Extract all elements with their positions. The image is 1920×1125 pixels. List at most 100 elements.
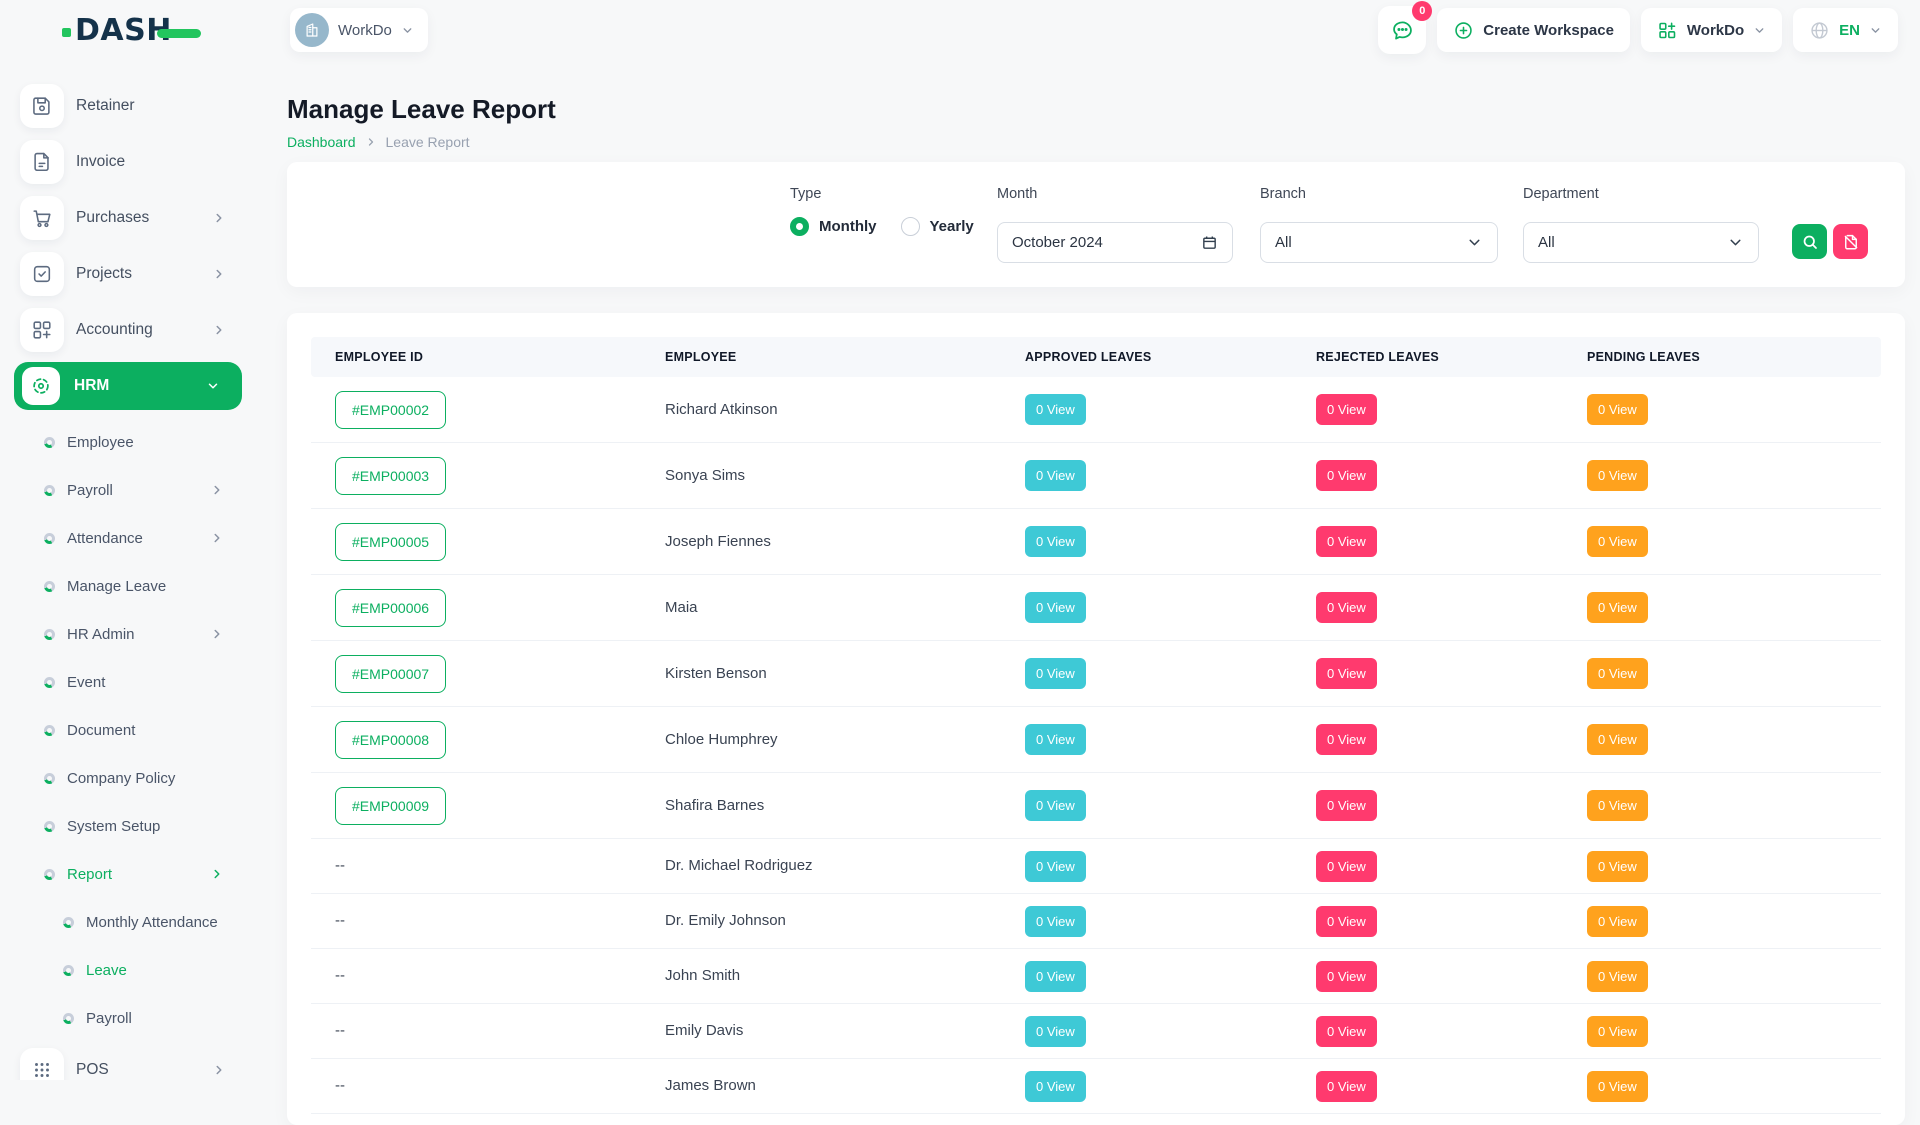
pending-leaves-view-button[interactable]: 0 View bbox=[1587, 906, 1648, 937]
sidebar-item-report[interactable]: Report bbox=[0, 850, 260, 898]
rejected-leaves-view-button[interactable]: 0 View bbox=[1316, 724, 1377, 755]
pending-leaves-view-button[interactable]: 0 View bbox=[1587, 460, 1648, 491]
sidebar-item-manage-leave[interactable]: Manage Leave bbox=[0, 562, 260, 610]
employee-id-button[interactable]: #EMP00007 bbox=[335, 655, 446, 693]
employee-name: John Smith bbox=[665, 967, 740, 984]
rejected-leaves-view-button[interactable]: 0 View bbox=[1316, 460, 1377, 491]
rejected-leaves-view-button[interactable]: 0 View bbox=[1316, 526, 1377, 557]
column-header-pending-leaves: PENDING LEAVES bbox=[1587, 350, 1881, 364]
employee-id-button[interactable]: #EMP00003 bbox=[335, 457, 446, 495]
employee-name: Joseph Fiennes bbox=[665, 533, 771, 550]
sidebar-item-purchases[interactable]: Purchases bbox=[0, 190, 260, 246]
cart-icon bbox=[20, 196, 64, 240]
month-input[interactable]: October 2024 bbox=[997, 222, 1233, 263]
pending-leaves-view-button[interactable]: 0 View bbox=[1587, 1071, 1648, 1102]
sidebar-item-invoice[interactable]: Invoice bbox=[0, 134, 260, 190]
approved-leaves-view-button[interactable]: 0 View bbox=[1025, 961, 1086, 992]
sidebar-item-system-setup[interactable]: System Setup bbox=[0, 802, 260, 850]
sidebar-item-label: Payroll bbox=[67, 482, 113, 499]
pos-icon bbox=[20, 1048, 64, 1080]
sidebar-item-pos[interactable]: POS bbox=[0, 1042, 260, 1080]
workspace-switcher[interactable]: WorkDo bbox=[290, 8, 428, 52]
pending-leaves-view-button[interactable]: 0 View bbox=[1587, 1016, 1648, 1047]
bullet-icon bbox=[44, 485, 55, 496]
rejected-leaves-view-button[interactable]: 0 View bbox=[1316, 790, 1377, 821]
employee-id-button[interactable]: #EMP00006 bbox=[335, 589, 446, 627]
employee-name: Sonya Sims bbox=[665, 467, 745, 484]
pending-leaves-view-button[interactable]: 0 View bbox=[1587, 526, 1648, 557]
sidebar-item-label: Employee bbox=[67, 434, 134, 451]
pending-leaves-view-button[interactable]: 0 View bbox=[1587, 658, 1648, 689]
branch-select[interactable]: All bbox=[1260, 222, 1498, 263]
sidebar-item-retainer[interactable]: Retainer bbox=[0, 78, 260, 134]
employee-id-empty: -- bbox=[335, 1022, 345, 1039]
employee-name: Chloe Humphrey bbox=[665, 731, 778, 748]
approved-leaves-view-button[interactable]: 0 View bbox=[1025, 906, 1086, 937]
sidebar-item-accounting[interactable]: Accounting bbox=[0, 302, 260, 358]
pending-leaves-view-button[interactable]: 0 View bbox=[1587, 790, 1648, 821]
approved-leaves-view-button[interactable]: 0 View bbox=[1025, 724, 1086, 755]
sidebar-item-attendance[interactable]: Attendance bbox=[0, 514, 260, 562]
rejected-leaves-view-button[interactable]: 0 View bbox=[1316, 592, 1377, 623]
chevron-down-icon bbox=[401, 24, 414, 37]
apps-grid-icon bbox=[1657, 20, 1678, 41]
sidebar-item-monthly-attendance[interactable]: Monthly Attendance bbox=[0, 898, 260, 946]
pending-leaves-view-button[interactable]: 0 View bbox=[1587, 961, 1648, 992]
employee-id-button[interactable]: #EMP00005 bbox=[335, 523, 446, 561]
type-radio-group: Monthly Yearly bbox=[790, 217, 988, 236]
rejected-leaves-view-button[interactable]: 0 View bbox=[1316, 961, 1377, 992]
pending-leaves-view-button[interactable]: 0 View bbox=[1587, 394, 1648, 425]
pending-leaves-view-button[interactable]: 0 View bbox=[1587, 592, 1648, 623]
rejected-leaves-view-button[interactable]: 0 View bbox=[1316, 851, 1377, 882]
approved-leaves-view-button[interactable]: 0 View bbox=[1025, 1016, 1086, 1047]
sidebar-item-hrm[interactable]: HRM bbox=[14, 362, 242, 410]
approved-leaves-view-button[interactable]: 0 View bbox=[1025, 394, 1086, 425]
sidebar-item-company-policy[interactable]: Company Policy bbox=[0, 754, 260, 802]
chevron-down-icon bbox=[1466, 234, 1483, 251]
radio-monthly[interactable] bbox=[790, 217, 809, 236]
approved-leaves-view-button[interactable]: 0 View bbox=[1025, 790, 1086, 821]
approved-leaves-view-button[interactable]: 0 View bbox=[1025, 1071, 1086, 1102]
sidebar-item-document[interactable]: Document bbox=[0, 706, 260, 754]
messages-button[interactable]: 0 bbox=[1378, 6, 1426, 54]
search-button[interactable] bbox=[1792, 224, 1827, 259]
chevron-down-icon bbox=[1727, 234, 1744, 251]
rejected-leaves-view-button[interactable]: 0 View bbox=[1316, 1016, 1377, 1047]
page-title: Manage Leave Report bbox=[287, 94, 1905, 125]
sidebar-item-payroll[interactable]: Payroll bbox=[0, 466, 260, 514]
sidebar-item-label: Accounting bbox=[76, 321, 153, 339]
create-workspace-button[interactable]: Create Workspace bbox=[1437, 8, 1630, 52]
rejected-leaves-view-button[interactable]: 0 View bbox=[1316, 906, 1377, 937]
chevron-right-icon bbox=[210, 867, 224, 881]
employee-id-button[interactable]: #EMP00009 bbox=[335, 787, 446, 825]
sidebar-item-projects[interactable]: Projects bbox=[0, 246, 260, 302]
department-select[interactable]: All bbox=[1523, 222, 1759, 263]
sidebar-item-leave[interactable]: Leave bbox=[0, 946, 260, 994]
breadcrumb-dashboard-link[interactable]: Dashboard bbox=[287, 134, 356, 150]
radio-yearly[interactable] bbox=[901, 217, 920, 236]
approved-leaves-view-button[interactable]: 0 View bbox=[1025, 460, 1086, 491]
pending-leaves-view-button[interactable]: 0 View bbox=[1587, 851, 1648, 882]
chat-icon bbox=[1390, 18, 1415, 43]
rejected-leaves-view-button[interactable]: 0 View bbox=[1316, 1071, 1377, 1102]
reset-button[interactable] bbox=[1833, 224, 1868, 259]
employee-name: Shafira Barnes bbox=[665, 797, 764, 814]
rejected-leaves-view-button[interactable]: 0 View bbox=[1316, 394, 1377, 425]
employee-id-button[interactable]: #EMP00008 bbox=[335, 721, 446, 759]
approved-leaves-view-button[interactable]: 0 View bbox=[1025, 592, 1086, 623]
sidebar-item-employee[interactable]: Employee bbox=[0, 418, 260, 466]
approved-leaves-view-button[interactable]: 0 View bbox=[1025, 851, 1086, 882]
language-button[interactable]: EN bbox=[1793, 8, 1898, 52]
bullet-icon bbox=[44, 629, 55, 640]
approved-leaves-view-button[interactable]: 0 View bbox=[1025, 658, 1086, 689]
column-header-rejected-leaves: REJECTED LEAVES bbox=[1316, 350, 1587, 364]
sidebar-item-event[interactable]: Event bbox=[0, 658, 260, 706]
rejected-leaves-view-button[interactable]: 0 View bbox=[1316, 658, 1377, 689]
approved-leaves-view-button[interactable]: 0 View bbox=[1025, 526, 1086, 557]
pending-leaves-view-button[interactable]: 0 View bbox=[1587, 724, 1648, 755]
sidebar-item-payroll[interactable]: Payroll bbox=[0, 994, 260, 1042]
employee-id-button[interactable]: #EMP00002 bbox=[335, 391, 446, 429]
apps-menu-button[interactable]: WorkDo bbox=[1641, 8, 1782, 52]
table-header-row: EMPLOYEE ID EMPLOYEE APPROVED LEAVES REJ… bbox=[311, 337, 1881, 377]
sidebar-item-hr-admin[interactable]: HR Admin bbox=[0, 610, 260, 658]
